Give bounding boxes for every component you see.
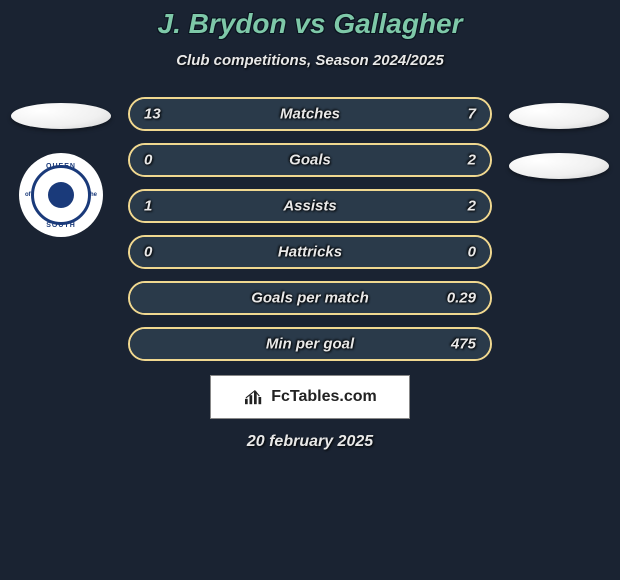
date-line: 20 february 2025 (0, 433, 620, 451)
stat-label: Goals per match (251, 290, 369, 307)
stat-row-goals: 0 Goals 2 (128, 143, 492, 177)
stat-value-left: 0 (144, 152, 152, 169)
flag-left (11, 103, 111, 129)
stat-label: Hattricks (278, 244, 342, 261)
stat-row-min-per-goal: Min per goal 475 (128, 327, 492, 361)
stat-value-right: 0 (468, 244, 476, 261)
stat-label: Min per goal (266, 336, 354, 353)
main-row: QUEEN of the SOUTH 13 Matches 7 0 (0, 97, 620, 361)
stat-value-right: 475 (451, 336, 476, 353)
stat-fill-right (184, 145, 490, 175)
stat-value-right: 0.29 (447, 290, 476, 307)
stat-value-right: 7 (468, 106, 476, 123)
stats-column: 13 Matches 7 0 Goals 2 1 Assists 2 (128, 97, 492, 361)
page-title: J. Brydon vs Gallagher (0, 8, 620, 40)
crest-ring (31, 165, 91, 225)
stat-row-goals-per-match: Goals per match 0.29 (128, 281, 492, 315)
stat-value-left: 13 (144, 106, 161, 123)
flag-right-1 (509, 103, 609, 129)
crest-text-left: of (25, 192, 31, 198)
infographic-root: J. Brydon vs Gallagher Club competitions… (0, 0, 620, 451)
stat-value-left: 0 (144, 244, 152, 261)
brand-badge: FcTables.com (210, 375, 410, 419)
stat-row-matches: 13 Matches 7 (128, 97, 492, 131)
stat-label: Matches (280, 106, 340, 123)
stat-row-assists: 1 Assists 2 (128, 189, 492, 223)
bar-chart-icon (243, 388, 265, 406)
brand-text: FcTables.com (271, 388, 377, 406)
left-player-col: QUEEN of the SOUTH (6, 97, 116, 237)
right-player-col (504, 97, 614, 179)
stat-value-left: 1 (144, 198, 152, 215)
stat-row-hattricks: 0 Hattricks 0 (128, 235, 492, 269)
club-crest-left: QUEEN of the SOUTH (19, 153, 103, 237)
stat-value-right: 2 (468, 152, 476, 169)
stat-value-right: 2 (468, 198, 476, 215)
stat-label: Goals (289, 152, 331, 169)
crest-center (48, 182, 74, 208)
stat-fill-left (130, 145, 184, 175)
stat-label: Assists (283, 198, 336, 215)
flag-right-2 (509, 153, 609, 179)
subtitle: Club competitions, Season 2024/2025 (0, 52, 620, 69)
